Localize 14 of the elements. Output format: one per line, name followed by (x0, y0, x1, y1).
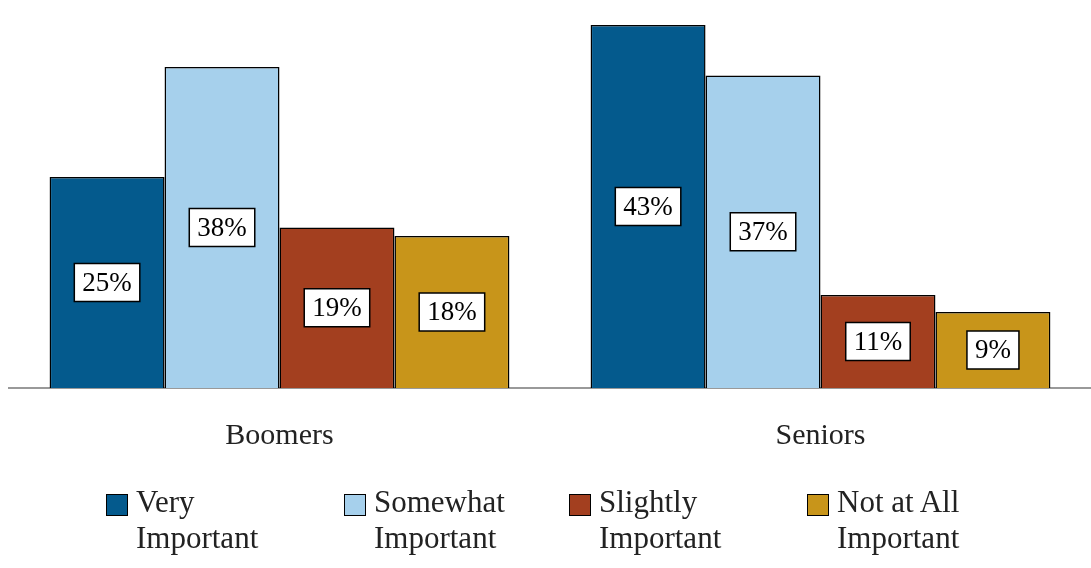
data-label: 25% (82, 266, 132, 297)
data-label: 43% (623, 190, 673, 221)
x-tick-label: Boomers (225, 416, 334, 450)
data-label: 11% (853, 325, 903, 356)
data-label: 37% (738, 215, 788, 246)
x-tick-label: Seniors (775, 416, 866, 450)
data-label: 18% (427, 296, 477, 327)
data-label: 9% (974, 334, 1011, 365)
data-label: 19% (312, 291, 362, 322)
data-label: 38% (197, 211, 247, 242)
legend-label: Not at All Important (837, 484, 961, 556)
legend-label: Slightly Important (599, 484, 723, 556)
legend-label: Somewhat Important (374, 484, 506, 556)
legend-label: Very Important (136, 484, 260, 556)
